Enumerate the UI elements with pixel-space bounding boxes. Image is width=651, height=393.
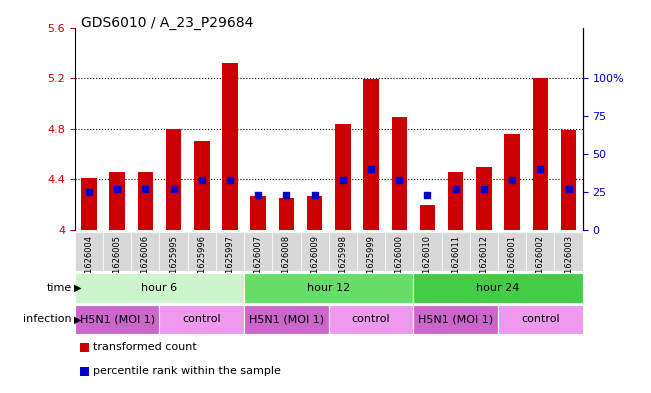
Text: GSM1625998: GSM1625998 <box>339 235 348 291</box>
Text: infection: infection <box>23 314 72 324</box>
Text: control: control <box>521 314 560 324</box>
Point <box>84 189 94 195</box>
Bar <box>75 232 103 271</box>
Bar <box>413 232 441 271</box>
Bar <box>81 178 97 230</box>
Text: ▶: ▶ <box>74 314 82 324</box>
Text: GSM1626003: GSM1626003 <box>564 235 573 291</box>
Bar <box>307 196 322 230</box>
Text: GSM1626012: GSM1626012 <box>479 235 488 291</box>
Point <box>366 166 376 172</box>
Point <box>281 192 292 198</box>
Point <box>535 166 546 172</box>
Text: GSM1626001: GSM1626001 <box>508 235 517 291</box>
Bar <box>216 232 244 271</box>
Text: H5N1 (MOI 1): H5N1 (MOI 1) <box>79 314 155 324</box>
Bar <box>244 305 329 334</box>
Text: GSM1626006: GSM1626006 <box>141 235 150 291</box>
Bar <box>555 232 583 271</box>
Bar <box>75 305 159 334</box>
Point <box>563 186 574 192</box>
Text: H5N1 (MOI 1): H5N1 (MOI 1) <box>418 314 493 324</box>
Text: GSM1626005: GSM1626005 <box>113 235 122 291</box>
Bar <box>222 63 238 230</box>
Text: GSM1626000: GSM1626000 <box>395 235 404 291</box>
Bar <box>526 232 555 271</box>
Bar <box>80 367 89 376</box>
Bar <box>301 232 329 271</box>
Bar <box>476 167 492 230</box>
Text: transformed count: transformed count <box>93 342 197 352</box>
Bar <box>103 232 132 271</box>
Text: GSM1626009: GSM1626009 <box>310 235 319 291</box>
Bar <box>385 232 413 271</box>
Bar <box>391 118 407 230</box>
Bar <box>137 172 153 230</box>
Text: hour 24: hour 24 <box>477 283 519 293</box>
Bar <box>75 273 244 303</box>
Bar <box>561 130 576 230</box>
Bar <box>80 343 89 352</box>
Point <box>450 186 461 192</box>
Text: GSM1626008: GSM1626008 <box>282 235 291 291</box>
Point <box>309 192 320 198</box>
Text: GDS6010 / A_23_P29684: GDS6010 / A_23_P29684 <box>81 16 254 30</box>
Text: hour 12: hour 12 <box>307 283 350 293</box>
Bar <box>244 273 413 303</box>
Text: GSM1625997: GSM1625997 <box>225 235 234 291</box>
Bar <box>413 273 583 303</box>
Text: GSM1626010: GSM1626010 <box>423 235 432 291</box>
Text: GSM1625999: GSM1625999 <box>367 235 376 291</box>
Bar <box>470 232 498 271</box>
Point <box>394 177 404 183</box>
Bar <box>166 129 182 230</box>
Bar <box>132 232 159 271</box>
Bar <box>109 172 125 230</box>
Text: hour 6: hour 6 <box>141 283 178 293</box>
Bar <box>329 232 357 271</box>
Text: GSM1626002: GSM1626002 <box>536 235 545 291</box>
Bar <box>420 205 436 230</box>
Bar <box>498 232 526 271</box>
Text: ▶: ▶ <box>74 283 82 293</box>
Point <box>225 177 235 183</box>
Bar <box>194 141 210 230</box>
Bar <box>533 78 548 230</box>
Bar <box>251 196 266 230</box>
Bar <box>159 232 187 271</box>
Bar <box>244 232 272 271</box>
Bar <box>187 232 216 271</box>
Bar <box>272 232 301 271</box>
Point <box>338 177 348 183</box>
Bar <box>448 172 464 230</box>
Bar <box>329 305 413 334</box>
Bar <box>159 305 244 334</box>
Point <box>169 186 179 192</box>
Bar <box>357 232 385 271</box>
Bar <box>335 124 351 230</box>
Point <box>197 177 207 183</box>
Text: GSM1626011: GSM1626011 <box>451 235 460 291</box>
Text: control: control <box>352 314 391 324</box>
Bar <box>279 198 294 230</box>
Point <box>253 192 264 198</box>
Text: GSM1625996: GSM1625996 <box>197 235 206 291</box>
Text: GSM1625995: GSM1625995 <box>169 235 178 291</box>
Bar <box>363 79 379 230</box>
Point <box>507 177 518 183</box>
Bar <box>441 232 470 271</box>
Bar <box>505 134 520 230</box>
Text: percentile rank within the sample: percentile rank within the sample <box>93 365 281 376</box>
Bar <box>498 305 583 334</box>
Text: H5N1 (MOI 1): H5N1 (MOI 1) <box>249 314 324 324</box>
Point <box>140 186 150 192</box>
Text: time: time <box>46 283 72 293</box>
Text: GSM1626007: GSM1626007 <box>254 235 263 291</box>
Bar <box>413 305 498 334</box>
Text: GSM1626004: GSM1626004 <box>85 235 94 291</box>
Point <box>422 192 433 198</box>
Point <box>478 186 489 192</box>
Point <box>112 186 122 192</box>
Text: control: control <box>182 314 221 324</box>
